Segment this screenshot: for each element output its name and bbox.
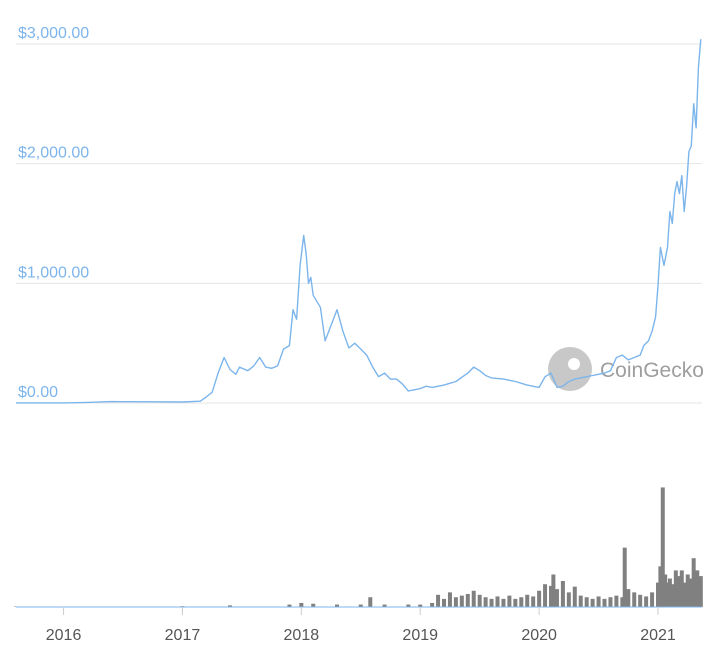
volume-bar (566, 592, 571, 607)
x-tick-label: 2016 (46, 627, 82, 644)
volume-bar (608, 597, 613, 607)
volume-bar (688, 578, 693, 607)
y-tick-label: $3,000.00 (18, 25, 89, 42)
volume-bar (543, 584, 548, 607)
volume-bar (638, 594, 643, 607)
volume-bar (507, 595, 512, 607)
volume-bar (554, 589, 559, 607)
volume-bar (358, 604, 363, 607)
volume-bar (685, 574, 690, 607)
x-tick-label: 2019 (402, 627, 438, 644)
volume-bar (537, 590, 542, 607)
volume-bar (471, 590, 476, 607)
volume-bar (614, 595, 619, 607)
volume-bar (656, 582, 661, 607)
price-series (16, 39, 702, 404)
x-tick-label: 2017 (165, 627, 201, 644)
coingecko-logo-eye-icon (568, 358, 580, 370)
volume-bar (335, 604, 340, 607)
volume-bar (501, 598, 506, 607)
volume-bar (584, 597, 589, 607)
volume-bar (667, 578, 672, 607)
volume-bar (698, 576, 703, 607)
volume-bar (650, 592, 655, 607)
volume-bar (465, 593, 470, 607)
volume-bar (578, 595, 583, 607)
x-tick-label: 2018 (284, 627, 320, 644)
coingecko-logo-icon (548, 347, 592, 391)
volume-bar (406, 604, 411, 607)
coingecko-watermark: CoinGecko (548, 347, 704, 391)
volume-bar (551, 574, 556, 607)
volume-bar (531, 596, 536, 607)
volume-bar (695, 570, 700, 607)
volume-bar (299, 602, 304, 607)
volume-bar (489, 598, 494, 607)
volume-bar (620, 597, 625, 607)
volume-bar (549, 585, 554, 607)
x-tick-label: 2020 (521, 627, 557, 644)
volume-bar (418, 604, 423, 607)
volume-bar (453, 597, 458, 607)
volume-bar (442, 598, 447, 607)
price-gridlines (16, 43, 702, 404)
y-tick-label: $0.00 (18, 384, 58, 401)
volume-bar (670, 584, 675, 607)
volume-bar (447, 592, 452, 607)
volume-bar (572, 586, 577, 607)
volume-bar (228, 605, 233, 607)
volume-bar (483, 597, 488, 607)
volume-bar (495, 596, 500, 607)
volume-bar (644, 596, 649, 607)
volume-bar (382, 604, 387, 607)
volume-bar (658, 566, 663, 607)
volume-bar (663, 574, 668, 607)
volume-bar (626, 589, 631, 607)
volume-bars (14, 487, 703, 607)
volume-bar (622, 547, 627, 607)
volume-bar (660, 487, 665, 607)
volume-bar (477, 594, 482, 607)
volume-bar (677, 576, 682, 607)
volume-bar (691, 558, 696, 607)
volume-bar (632, 592, 637, 607)
volume-bar (682, 582, 687, 607)
volume-bar (665, 582, 670, 607)
volume-bar (596, 596, 601, 607)
volume-bar (673, 570, 678, 607)
volume-bar (459, 595, 464, 607)
x-axis: 2016 2017 2018 2019 2020 2021 (46, 607, 676, 644)
y-tick-label: $1,000.00 (18, 264, 89, 281)
volume-bar (368, 597, 373, 607)
volume-bar (287, 604, 292, 607)
volume-bar (560, 580, 565, 607)
x-tick-label: 2021 (640, 627, 676, 644)
volume-bar (602, 598, 607, 607)
volume-bar (679, 570, 684, 607)
volume-bar (519, 597, 524, 607)
volume-bar (525, 594, 530, 607)
volume-bar (436, 594, 441, 607)
y-axis-tick-labels: $0.00 $1,000.00 $2,000.00 $3,000.00 (18, 25, 89, 401)
volume-bar (311, 603, 316, 607)
volume-bar (513, 598, 518, 607)
volume-bar (430, 602, 435, 607)
y-tick-label: $2,000.00 (18, 145, 89, 162)
price-line (16, 39, 702, 404)
watermark-text: CoinGecko (600, 359, 704, 382)
volume-bar (590, 598, 595, 607)
